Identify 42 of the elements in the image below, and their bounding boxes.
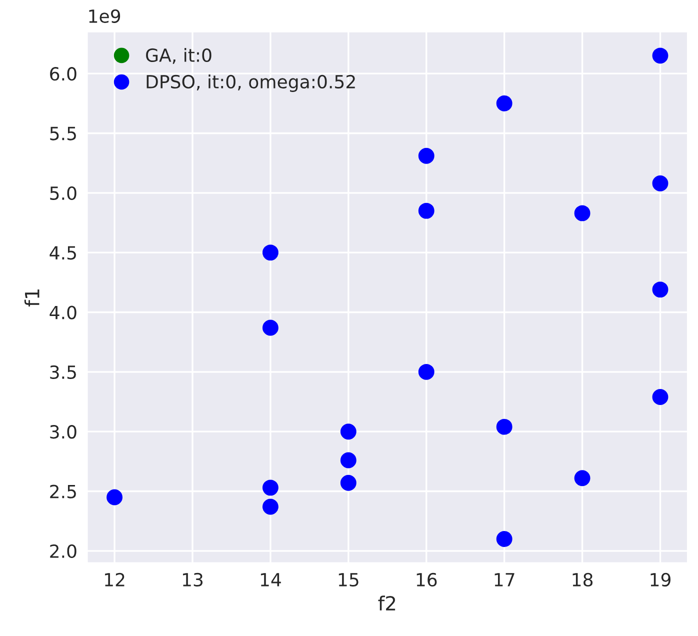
x-tick-label: 17 (494, 573, 514, 586)
point (418, 364, 434, 380)
point (418, 148, 434, 164)
y-tick-label: 5.0 (50, 186, 76, 200)
x-tick-label: 14 (260, 573, 281, 586)
x-tick-label: 12 (105, 572, 124, 586)
x-tick-label: 13 (182, 572, 203, 587)
legend-label: GA, it:0 (146, 48, 212, 64)
point (496, 418, 512, 435)
x-tick-label: 18 (572, 572, 593, 587)
text: 1e9 (89, 9, 120, 23)
point (340, 452, 356, 468)
point (418, 202, 434, 219)
y-tick-label: 4.0 (50, 306, 76, 320)
point (652, 389, 668, 405)
legend-label: DPSO, it:0, omega:0.52 (146, 74, 355, 92)
y-tick-label: 3.0 (50, 425, 76, 439)
point (340, 474, 356, 491)
point (496, 95, 512, 112)
x-tick-label: 16 (416, 572, 437, 587)
x-axis-title: f2 (378, 596, 396, 610)
x-tick-label: 19 (650, 572, 670, 587)
point (106, 489, 123, 506)
x-tick-label: 15 (338, 573, 358, 587)
point (574, 470, 590, 486)
y-tick-label: 4.5 (50, 246, 76, 260)
y-tick-label: 2.5 (50, 484, 76, 498)
point (262, 480, 278, 496)
point (574, 205, 590, 222)
point (652, 175, 668, 192)
y-tick-label: 5.5 (50, 126, 76, 140)
y-axis-title: f1 (24, 290, 40, 306)
point (652, 48, 668, 64)
point (496, 531, 512, 547)
y-tick-label: 3.5 (50, 365, 76, 380)
point (262, 244, 278, 261)
point (262, 320, 278, 336)
point (652, 282, 668, 298)
point (340, 424, 356, 440)
point (262, 498, 278, 515)
y-tick-label: 2.0 (50, 544, 76, 558)
y-tick-label: 6.0 (50, 67, 76, 81)
